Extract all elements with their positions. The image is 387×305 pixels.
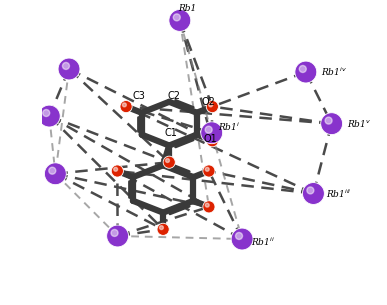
Text: Rb1$^{i}$: Rb1$^{i}$ (218, 120, 240, 133)
Text: C2: C2 (167, 91, 180, 101)
Circle shape (203, 201, 215, 213)
Circle shape (114, 167, 118, 171)
Circle shape (169, 9, 191, 31)
Circle shape (295, 61, 317, 83)
Circle shape (166, 159, 170, 163)
Circle shape (299, 66, 306, 73)
Text: C3: C3 (132, 91, 145, 101)
Circle shape (120, 101, 132, 113)
Circle shape (38, 105, 60, 127)
Text: O1: O1 (203, 134, 217, 144)
Circle shape (303, 183, 324, 204)
Text: O2: O2 (202, 97, 216, 107)
Text: Rb1$^{iv}$: Rb1$^{iv}$ (321, 66, 347, 78)
Circle shape (203, 165, 215, 177)
Circle shape (163, 156, 175, 168)
Text: Rb1$^{ii}$: Rb1$^{ii}$ (251, 236, 275, 248)
Text: Rb1: Rb1 (178, 4, 197, 13)
Circle shape (159, 226, 163, 230)
Circle shape (201, 122, 223, 144)
Circle shape (231, 228, 253, 250)
Circle shape (107, 225, 128, 247)
Circle shape (307, 187, 314, 194)
Circle shape (62, 63, 69, 70)
Circle shape (209, 103, 212, 107)
Circle shape (157, 223, 169, 235)
Text: Rb1$^{v}$: Rb1$^{v}$ (347, 118, 371, 129)
Circle shape (206, 135, 218, 147)
Circle shape (236, 232, 243, 239)
Circle shape (325, 117, 332, 124)
Circle shape (205, 203, 209, 207)
Circle shape (122, 103, 126, 107)
Circle shape (321, 113, 342, 135)
Circle shape (206, 101, 218, 113)
Circle shape (173, 14, 180, 21)
Circle shape (209, 137, 212, 141)
Circle shape (45, 163, 66, 185)
Text: C1: C1 (164, 128, 177, 138)
Circle shape (111, 165, 123, 177)
Circle shape (111, 229, 118, 236)
Text: Rb1$^{iii}$: Rb1$^{iii}$ (325, 187, 351, 200)
Circle shape (49, 167, 56, 174)
Circle shape (205, 126, 212, 133)
Circle shape (205, 167, 209, 171)
Circle shape (43, 109, 50, 117)
Circle shape (58, 58, 80, 80)
